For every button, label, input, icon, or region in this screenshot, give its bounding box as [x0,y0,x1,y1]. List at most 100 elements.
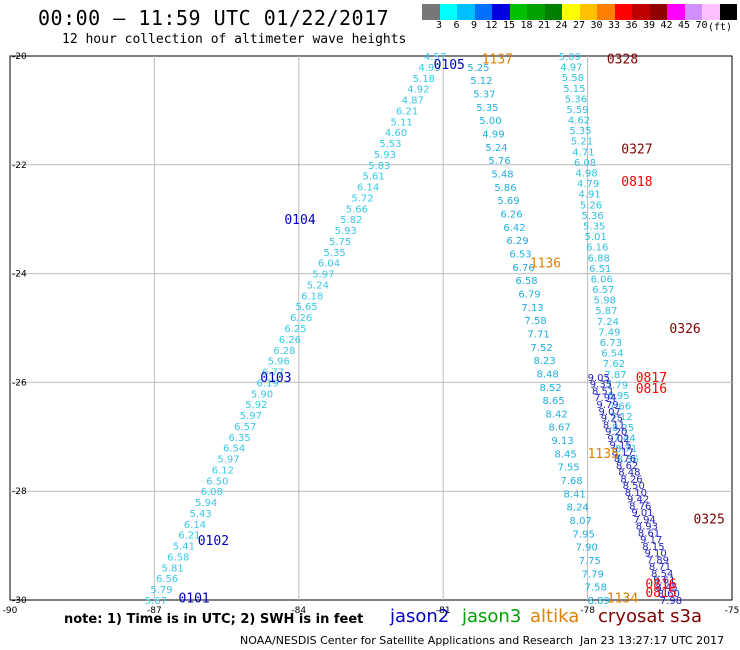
wave-height-value: 4.79 [577,179,599,190]
wave-height-value: 9.13 [552,436,574,447]
colorbar-swatch [702,4,720,20]
wave-height-value: 8.51 [592,386,614,397]
wave-height-value: 4.97 [560,63,582,74]
wave-height-value: 9.05 [588,373,610,384]
wave-height-value: 5.81 [162,563,184,574]
wave-height-value: 6.53 [509,249,531,260]
wave-height-value: 7.95 [573,529,595,540]
wave-height-value: 5.11 [390,117,412,128]
wave-height-value: 5.61 [363,172,385,183]
pass-id-label: 0818 [621,175,652,190]
wave-height-value: 5.65 [296,302,318,313]
wave-height-value: 6.12 [212,465,234,476]
wave-height-value: 8.54 [651,569,673,580]
pass-id-label: 0105 [434,58,465,73]
wave-height-value: 7.79 [606,380,628,391]
wave-height-value: 8.45 [655,582,677,593]
wave-height-value: 8.45 [555,449,577,460]
colorbar-label: 27 [572,20,586,31]
pass-id-label: 0816 [636,382,667,397]
colorbar-swatch [719,4,737,20]
wave-height-value: 4.57 [424,52,446,63]
wave-height-value: 7.52 [530,343,552,354]
wave-height-value: 8.42 [545,409,567,420]
wave-height-value: 7.90 [576,543,598,554]
pass-id-label: 0104 [284,213,315,228]
latitude-label: -20 [12,52,27,62]
wave-height-value: 8.41 [564,489,586,500]
wave-height-value: 7.94 [594,393,616,404]
wave-height-value: 4.92 [407,85,429,96]
wave-height-value: 5.98 [594,296,616,307]
wave-height-value: 5.69 [497,196,519,207]
wave-height-value: 8.71 [649,562,671,573]
pass-id-label: 0326 [669,322,700,337]
colorbar-swatch [457,4,475,20]
pass-id-label: 0328 [607,53,638,68]
wave-height-value: 6.54 [223,444,245,455]
wave-height-value: 5.83 [368,161,390,172]
wave-height-value: 7.87 [604,370,626,381]
pass-id-label: 1137 [482,53,513,68]
wave-height-value: 6.58 [515,276,537,287]
wave-height-value: 9.01 [631,508,653,519]
longitude-label: -87 [147,606,162,616]
colorbar-swatch [614,4,632,20]
colorbar-label: 18 [520,20,533,31]
wave-height-value: 5.96 [268,357,290,368]
wave-height-value: 5.87 [595,306,617,317]
wave-height-value: 8.25 [612,423,634,434]
colorbar-label: 39 [642,20,656,31]
wave-height-value: 8.71 [615,444,637,455]
colorbar-label: 9 [470,20,478,31]
wave-height-value: 5.09 [559,52,581,63]
wave-height-value: 5.66 [346,204,368,215]
wave-height-value: 8.36 [616,455,638,466]
colorbar-unit: (ft) [708,22,733,33]
wave-height-value: 6.08 [201,487,223,498]
wave-height-value: 8.15 [642,542,664,553]
colorbar-swatch [492,4,510,20]
wave-height-value: 4.99 [482,130,504,141]
colorbar-label: 42 [660,20,673,31]
wave-height-value: 6.88 [588,253,610,264]
longitude-label: -81 [436,606,451,616]
colorbar-swatch [579,4,597,20]
wave-height-value: 5.37 [473,90,495,101]
wave-height-value: 5.75 [329,237,351,248]
wave-height-value: 6.26 [290,313,312,324]
footer-timestamp: Jan 23 13:27:17 UTC 2017 [580,634,725,647]
wave-height-value: 8.26 [620,474,642,485]
wave-height-value: 7.94 [634,515,656,526]
latitude-label: -22 [12,161,27,171]
wave-height-value: 6.77 [262,368,284,379]
legend-jason2: jason2 [390,606,450,627]
wave-height-value: 6.18 [301,291,323,302]
wave-height-value: 8.11 [603,420,625,431]
map-frame [9,55,733,601]
wave-height-value: 7.89 [647,555,669,566]
pass-id-label: 1136 [530,257,561,272]
wave-height-value: 9.35 [590,380,612,391]
colorbar-label: 24 [555,20,568,31]
wave-height-value: 7.71 [527,329,549,340]
wave-height-value: 5.93 [374,150,396,161]
wave-height-value: 5.72 [351,193,373,204]
pass-id-label: 0815 [645,586,676,601]
colorbar-swatch [597,4,615,20]
wave-height-value: 6.56 [156,574,178,585]
wave-height-value: 8.10 [625,488,647,499]
pass-id-label: 1135 [588,447,619,462]
colorbar-label: 15 [502,20,516,31]
latitude-label: -26 [12,378,27,388]
wave-height-value: 9.15 [609,441,631,452]
longitude-label: -78 [580,606,595,616]
pass-id-label: 0102 [198,534,229,549]
wave-height-value: 5.12 [470,76,492,87]
wave-height-value: 7.24 [597,317,619,328]
pass-id-label: 0325 [693,512,724,527]
wave-height-value: 8.48 [618,468,640,479]
wave-height-value: 6.19 [256,378,278,389]
wave-height-value: 4.99 [418,63,440,74]
